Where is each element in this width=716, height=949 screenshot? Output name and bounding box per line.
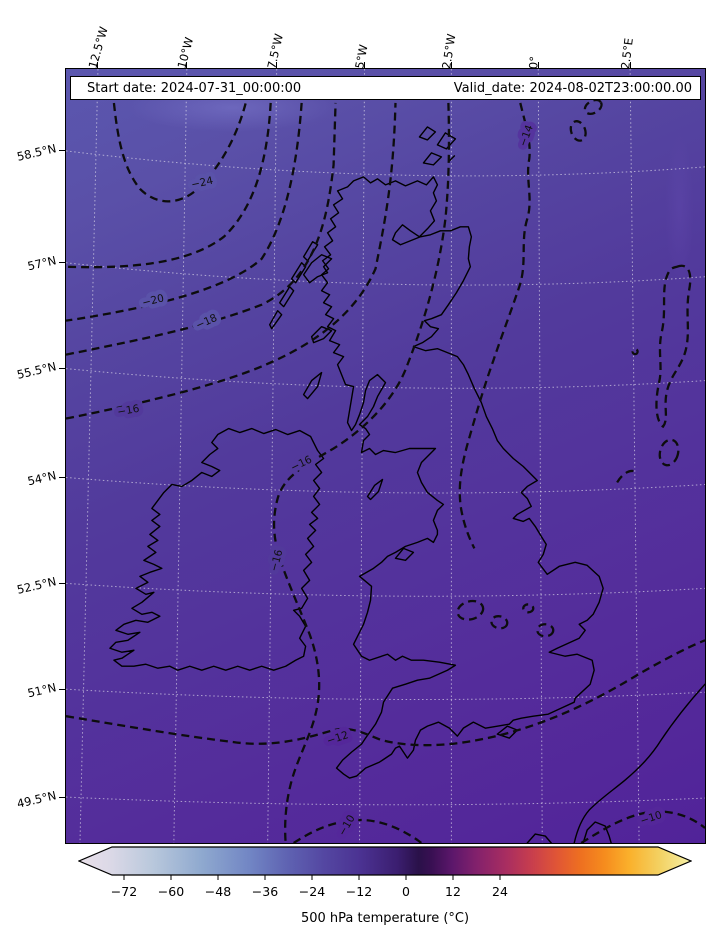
top-tick — [186, 62, 187, 68]
temperature-contours — [66, 98, 705, 843]
valid-date-text: Valid_date: 2024-08-02T23:00:00.00 — [453, 80, 692, 96]
lat-label: 54°N — [26, 468, 58, 489]
contour-minus16-west — [66, 102, 397, 420]
lat-label: 57°N — [26, 253, 58, 274]
contour-cell — [490, 615, 509, 630]
coastline-skye — [302, 254, 333, 284]
map-panel: −24 −20 −18 −16 −16 −16 −14 −12 −10 −10 … — [65, 68, 706, 844]
lon-label: 7.5°W — [264, 32, 286, 70]
lat-label: 51°N — [26, 680, 58, 701]
lat-tick — [59, 583, 65, 584]
colorbar-tick-label: −12 — [346, 884, 372, 899]
lon-label: 2.5°W — [439, 32, 459, 70]
contour-label: −16 — [116, 403, 140, 419]
lon-label: 12.5°W — [85, 25, 111, 71]
contour-minus10-west — [293, 818, 423, 843]
lat-tick — [59, 477, 65, 478]
colorbar-tick-label: 0 — [402, 884, 410, 899]
lon-label: 2.5°E — [618, 37, 636, 70]
lat-tick — [59, 797, 65, 798]
contour-minus20 — [66, 102, 303, 322]
top-tick — [451, 62, 452, 68]
coastline-hebrides — [268, 241, 319, 330]
top-tick — [630, 62, 631, 68]
contour-cell — [456, 599, 485, 621]
colorbar-tick-label: −36 — [252, 884, 278, 899]
contour-label: −14 — [517, 123, 536, 148]
coastline-mull — [310, 325, 333, 344]
colorbar-tick-label: −48 — [205, 884, 231, 899]
top-tick — [97, 62, 98, 68]
coastline-cotentin — [582, 821, 612, 843]
top-tick — [538, 62, 539, 68]
colorbar-tick-label: −24 — [299, 884, 325, 899]
contour-label: −20 — [141, 292, 165, 309]
colorbar-tick-labels: −72 −60 −48 −36 −24 −12 0 12 24 — [111, 884, 508, 899]
colorbar-tick-label: −60 — [158, 884, 184, 899]
lon-label: 5°W — [352, 43, 371, 70]
contour-cell — [522, 603, 535, 614]
contour-cell — [658, 438, 680, 467]
contour-minus18 — [66, 102, 337, 356]
colorbar-tick-label: −72 — [111, 884, 137, 899]
contour-label: −16 — [289, 454, 314, 474]
contour-label: −18 — [194, 312, 219, 332]
colorbar-gradient-bar — [78, 846, 692, 876]
map-canvas: −24 −20 −18 −16 −16 −16 −14 −12 −10 −10 — [66, 69, 705, 843]
lat-label: 52.5°N — [15, 574, 58, 597]
coastline-ireland — [109, 427, 325, 671]
contour-minus14 — [458, 102, 531, 549]
contour-cell — [536, 623, 555, 638]
date-strip: Start date: 2024-07-31_00:00:00 Valid_da… — [70, 76, 701, 100]
contour-cell — [583, 98, 603, 115]
lat-tick — [59, 689, 65, 690]
coastline-islay — [302, 371, 323, 400]
lon-label: 10°W — [174, 35, 197, 70]
contour-fragment — [616, 469, 638, 484]
graticule — [66, 69, 705, 843]
contour-cell-east — [655, 264, 692, 429]
colorbar-axis-label: 500 hPa temperature (°C) — [300, 911, 470, 926]
lat-tick — [59, 150, 65, 151]
contour-minus16-irish-sea — [272, 102, 451, 843]
colorbar-tick-label: 12 — [445, 884, 461, 899]
contour-minus22 — [66, 102, 272, 269]
contour-label: −24 — [190, 175, 214, 191]
top-tick — [364, 62, 365, 68]
coastline-france — [573, 683, 705, 843]
lat-tick — [59, 262, 65, 263]
start-date-text: Start date: 2024-07-31_00:00:00 — [87, 80, 302, 96]
colorbar-ticks — [123, 875, 501, 880]
coastline-anglesey — [394, 547, 415, 562]
coastline-isle-of-man — [366, 478, 384, 501]
lat-label: 55.5°N — [15, 359, 58, 382]
contour-dot — [631, 347, 639, 356]
contour-label: −10 — [639, 809, 664, 827]
contour-minus10-east — [580, 810, 705, 843]
coastline-great-britain — [320, 176, 604, 779]
lat-label: 49.5°N — [15, 788, 58, 811]
contour-label: −10 — [336, 813, 357, 838]
coastline-orkney — [418, 126, 457, 166]
contour-minus12 — [66, 639, 705, 747]
lat-label: 58.5°N — [15, 141, 58, 164]
contour-labels: −24 −20 −18 −16 −16 −16 −14 −12 −10 −10 — [112, 119, 668, 843]
lat-tick — [59, 368, 65, 369]
contour-cell — [569, 120, 587, 142]
colorbar: −72 −60 −48 −36 −24 −12 0 12 24 — [78, 846, 692, 899]
colorbar-tick-label: 24 — [492, 884, 508, 899]
coastlines — [109, 126, 705, 843]
top-tick — [276, 62, 277, 68]
contour-label: −16 — [268, 548, 285, 572]
coastline-brittany — [526, 833, 552, 843]
contour-minus24 — [112, 102, 247, 203]
